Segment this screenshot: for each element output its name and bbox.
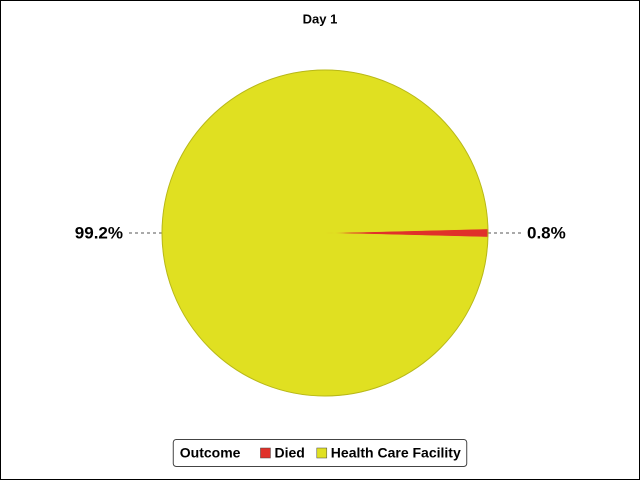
legend-label: Health Care Facility: [331, 445, 461, 461]
value-label: 99.2%: [75, 223, 123, 242]
chart-title: Day 1: [303, 11, 338, 26]
legend: Outcome Died Health Care Facility: [172, 439, 468, 467]
legend-label: Died: [274, 445, 304, 461]
pie-outline: [161, 69, 489, 397]
legend-swatch: [316, 447, 328, 459]
legend-title: Outcome: [180, 445, 241, 461]
value-label: 0.8%: [527, 223, 566, 242]
legend-swatch: [260, 447, 271, 459]
pie: 0.8% 99.2%: [75, 69, 566, 397]
